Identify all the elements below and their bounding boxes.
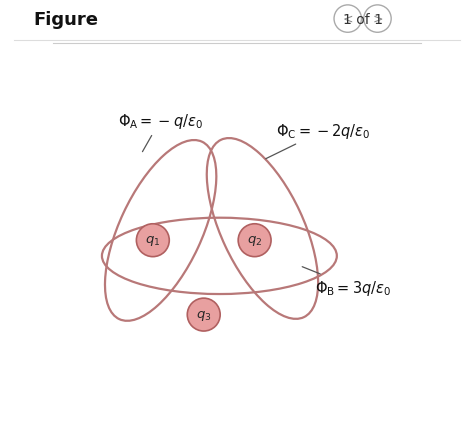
Text: 1 of 1: 1 of 1: [343, 13, 383, 26]
Text: $\Phi_\mathrm{A} = -q/\varepsilon_0$: $\Phi_\mathrm{A} = -q/\varepsilon_0$: [118, 112, 202, 152]
Text: $\mathit{q}_2$: $\mathit{q}_2$: [247, 233, 262, 248]
Text: <: <: [343, 13, 353, 26]
Text: $\mathit{q}_1$: $\mathit{q}_1$: [145, 233, 161, 248]
Circle shape: [187, 299, 220, 331]
Circle shape: [137, 224, 169, 257]
Text: $\Phi_\mathrm{B} = 3q/\varepsilon_0$: $\Phi_\mathrm{B} = 3q/\varepsilon_0$: [302, 267, 392, 297]
Text: $\Phi_\mathrm{C} = -2q/\varepsilon_0$: $\Phi_\mathrm{C} = -2q/\varepsilon_0$: [266, 122, 371, 159]
Text: $\mathit{q}_3$: $\mathit{q}_3$: [196, 308, 211, 322]
Text: Figure: Figure: [33, 10, 98, 29]
Text: >: >: [372, 13, 383, 26]
Circle shape: [238, 224, 271, 257]
